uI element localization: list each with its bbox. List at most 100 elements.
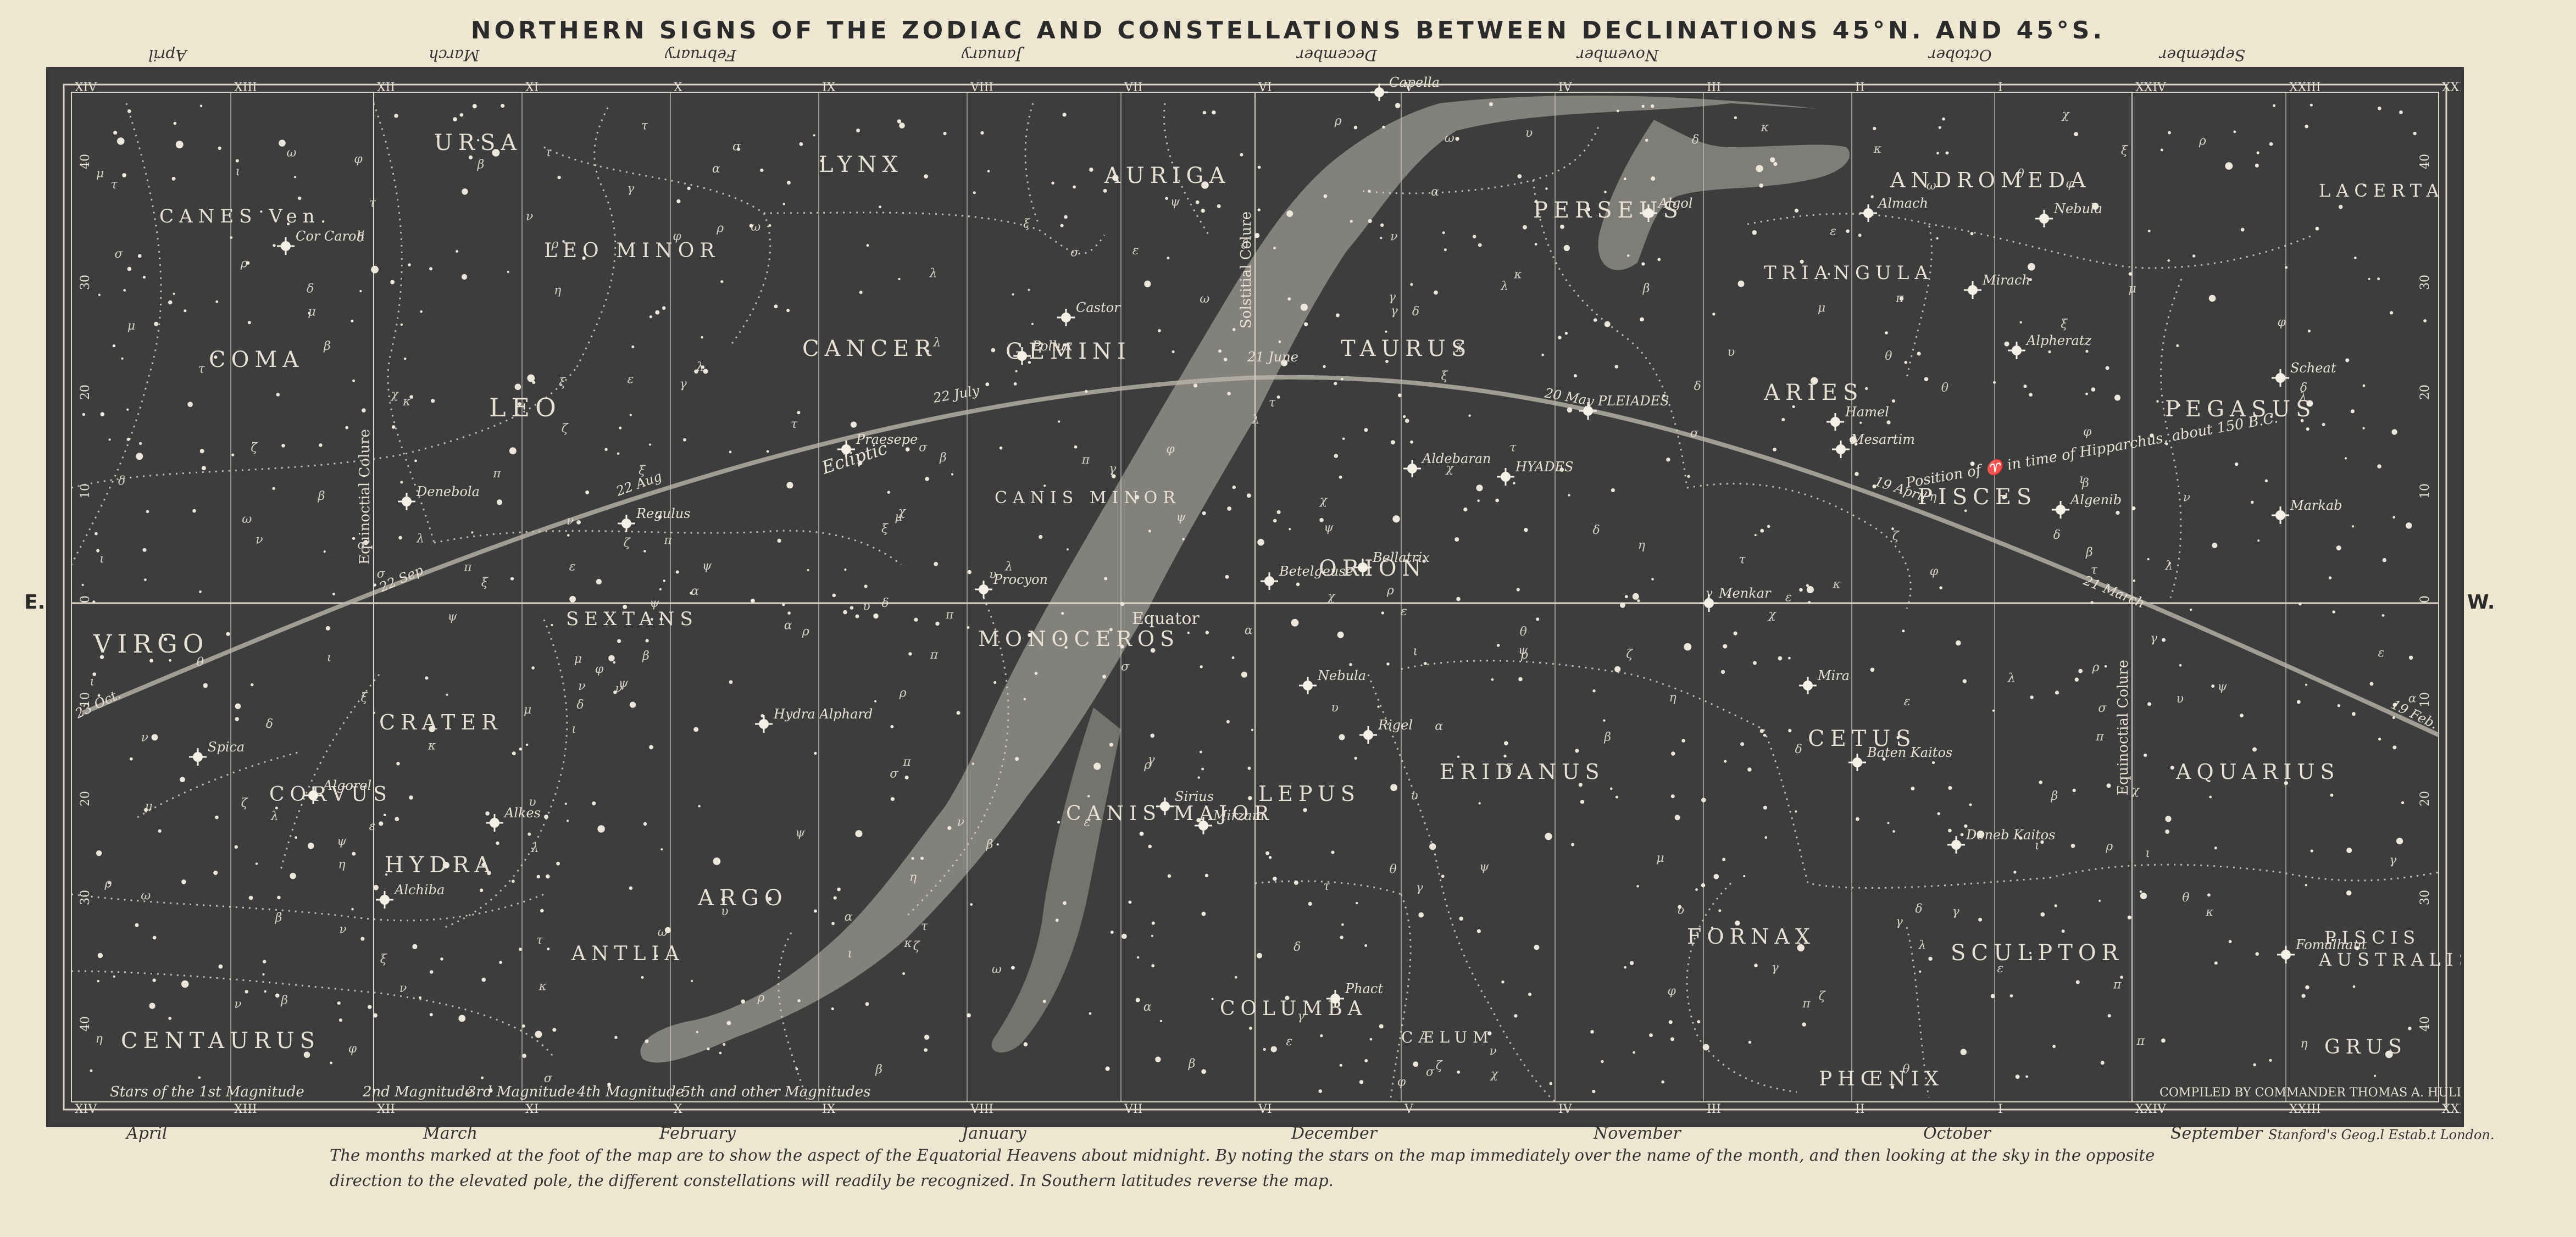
star-dot: [1319, 518, 1324, 522]
star-name-label: Mirzam: [1213, 808, 1264, 823]
bright-star-rays: [1700, 594, 1718, 612]
star-dot: [1276, 510, 1281, 514]
star-dot: [129, 757, 133, 761]
star-letter: β: [280, 994, 288, 1007]
star-name-label: Regulus: [636, 506, 691, 521]
star-letter: σ: [1426, 1066, 1435, 1079]
star-letter: σ: [2098, 701, 2107, 715]
star-dot: [307, 843, 314, 849]
star-letter: ρ: [2199, 135, 2206, 148]
star-dot: [175, 141, 184, 149]
star-name-label: Praesepe: [856, 432, 918, 447]
star-dot: [2392, 716, 2395, 719]
star-letter: β: [2085, 545, 2093, 559]
star-dot: [993, 681, 997, 684]
star-dot: [1788, 656, 1791, 660]
star-dot: [2362, 384, 2366, 387]
star-dot: [337, 1001, 341, 1005]
star-dot: [1202, 110, 1207, 115]
star-dot: [617, 452, 620, 455]
star-dot: [2029, 278, 2032, 281]
star-dot: [813, 909, 817, 913]
star-dot: [833, 896, 837, 900]
star-dot: [2019, 836, 2023, 840]
star-dot: [1377, 705, 1380, 708]
star-letter: λ: [2164, 559, 2173, 573]
star-dot: [187, 402, 193, 407]
star-letter: ε: [1904, 695, 1911, 709]
bright-star-rays: [755, 715, 773, 733]
star-dot: [1341, 923, 1344, 926]
star-dot: [1528, 993, 1532, 996]
star-dot: [1993, 381, 1996, 384]
star-dot: [2052, 1045, 2056, 1048]
star-dot: [116, 137, 125, 145]
star-dot: [1323, 365, 1326, 369]
star-dot: [126, 437, 130, 441]
star-dot: [2170, 766, 2174, 770]
star-dot: [487, 871, 491, 876]
star-dot: [535, 1030, 542, 1038]
star-dot: [956, 711, 961, 715]
star-letter: δ: [307, 282, 314, 296]
star-dot: [897, 119, 902, 124]
star-dot: [1513, 482, 1515, 484]
month-top-january: January: [962, 46, 1022, 64]
star-name-label: PLEIADES: [1597, 393, 1669, 409]
star-dot: [1354, 756, 1357, 760]
star-dot: [1759, 729, 1764, 733]
star-letter: λ: [416, 532, 424, 545]
bright-star-rays: [2272, 369, 2289, 387]
star-letter: λ: [531, 842, 539, 855]
star-dot: [373, 711, 376, 714]
star-dot: [412, 944, 418, 949]
star-dot: [1403, 415, 1406, 419]
star-dot: [552, 1028, 557, 1032]
month-top-february: February: [665, 46, 736, 64]
star-dot: [2392, 703, 2397, 707]
star-dot: [1073, 185, 1076, 189]
declination-label-right: 10: [2418, 483, 2432, 499]
star-dot: [1733, 631, 1737, 636]
star-dot: [1150, 648, 1156, 653]
star-dot: [996, 843, 999, 846]
star-dot: [1503, 754, 1507, 758]
star-dot: [420, 310, 423, 313]
star-letter: ι: [327, 650, 332, 664]
star-dot: [1112, 474, 1116, 478]
star-dot: [2305, 683, 2308, 686]
star-dot: [1063, 901, 1067, 905]
star-letter: μ: [96, 166, 104, 180]
star-dot: [2168, 131, 2171, 135]
star-letter: δ: [1293, 940, 1301, 954]
star-letter: δ: [1412, 305, 1419, 319]
star-letter: τ: [369, 196, 376, 210]
bright-star-rays: [486, 814, 503, 832]
star-dot: [1536, 617, 1540, 621]
star-dot: [152, 935, 157, 940]
star-dot: [527, 374, 535, 382]
star-dot: [1501, 980, 1504, 984]
bright-star-rays: [1195, 817, 1212, 834]
star-dot: [2120, 976, 2124, 979]
star-dot: [1265, 851, 1270, 855]
star-dot: [1678, 905, 1682, 909]
star-letter: χ: [390, 388, 399, 402]
star-letter: β: [1603, 731, 1611, 744]
star-dot: [1323, 194, 1328, 198]
star-letter: φ: [1930, 565, 1939, 578]
star-dot: [1571, 843, 1575, 846]
star-dot: [1728, 594, 1731, 597]
star-dot: [1624, 966, 1626, 969]
star-dot: [1385, 360, 1389, 363]
star-dot: [290, 873, 296, 879]
star-dot: [1514, 1014, 1518, 1018]
hour-label-bottom: XIV: [75, 1102, 97, 1116]
star-dot: [82, 413, 85, 416]
star-dot: [2091, 387, 2096, 392]
star-dot: [694, 369, 698, 374]
star-dot: [2070, 844, 2075, 848]
star-dot: [1770, 157, 1775, 163]
star-dot: [245, 990, 248, 994]
star-letter: ψ: [619, 677, 629, 690]
